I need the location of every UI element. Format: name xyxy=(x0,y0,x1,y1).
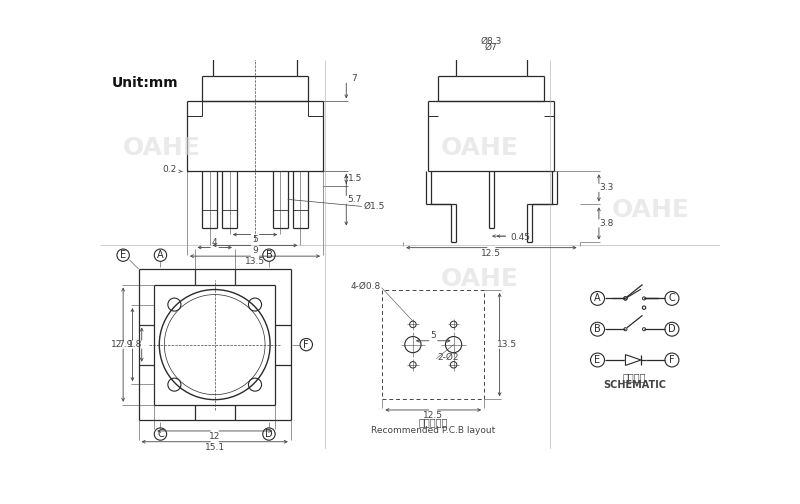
Text: F: F xyxy=(303,340,309,350)
Circle shape xyxy=(624,297,627,300)
Text: 9: 9 xyxy=(252,246,258,255)
Text: OAHE: OAHE xyxy=(123,136,201,160)
Text: Unit:mm: Unit:mm xyxy=(112,76,178,90)
Text: OAHE: OAHE xyxy=(611,198,689,222)
Text: 5: 5 xyxy=(430,331,436,340)
Text: 7: 7 xyxy=(351,74,357,83)
Circle shape xyxy=(642,306,646,309)
Text: 1.5: 1.5 xyxy=(348,174,362,183)
Text: 13.5: 13.5 xyxy=(245,257,265,266)
Text: 1.8: 1.8 xyxy=(127,340,142,349)
Text: A: A xyxy=(594,293,601,303)
Text: A: A xyxy=(157,250,164,260)
Text: 3.3: 3.3 xyxy=(599,183,614,193)
Text: 0.45: 0.45 xyxy=(510,233,530,242)
Text: 12: 12 xyxy=(111,340,122,349)
Text: 4: 4 xyxy=(212,237,218,246)
Text: 3.8: 3.8 xyxy=(599,219,614,228)
Text: 电路简图: 电路简图 xyxy=(623,372,646,382)
Text: 印制线路板: 印制线路板 xyxy=(418,417,448,427)
Bar xyxy=(382,290,484,399)
Text: Ø7: Ø7 xyxy=(485,42,498,51)
Text: 0.2: 0.2 xyxy=(163,164,177,173)
Text: Ø8.3: Ø8.3 xyxy=(481,36,502,45)
Text: E: E xyxy=(594,355,601,365)
Text: 13.5: 13.5 xyxy=(498,340,518,349)
Text: 12.5: 12.5 xyxy=(482,248,502,258)
Text: 2-Ø2: 2-Ø2 xyxy=(437,353,458,362)
Text: 5: 5 xyxy=(252,235,258,244)
Text: 7.9: 7.9 xyxy=(118,340,133,349)
Text: B: B xyxy=(594,324,601,334)
Text: 12: 12 xyxy=(209,432,220,441)
Circle shape xyxy=(642,328,646,331)
Text: OAHE: OAHE xyxy=(441,267,518,291)
Circle shape xyxy=(642,297,646,300)
Text: D: D xyxy=(265,429,273,439)
Circle shape xyxy=(624,328,627,331)
Text: C: C xyxy=(669,293,675,303)
Text: 4-Ø0.8: 4-Ø0.8 xyxy=(350,282,381,291)
Text: E: E xyxy=(120,250,126,260)
Text: OAHE: OAHE xyxy=(441,136,518,160)
Text: SCHEMATIC: SCHEMATIC xyxy=(603,381,666,391)
Text: F: F xyxy=(669,355,674,365)
Text: D: D xyxy=(668,324,676,334)
Text: C: C xyxy=(157,429,164,439)
Circle shape xyxy=(624,297,627,300)
Text: 12.5: 12.5 xyxy=(423,411,443,420)
Text: B: B xyxy=(266,250,272,260)
Text: Recommended P.C.B layout: Recommended P.C.B layout xyxy=(371,426,495,435)
Text: 5.7: 5.7 xyxy=(347,196,362,205)
Text: 15.1: 15.1 xyxy=(205,443,225,452)
Text: Ø1.5: Ø1.5 xyxy=(363,202,385,211)
